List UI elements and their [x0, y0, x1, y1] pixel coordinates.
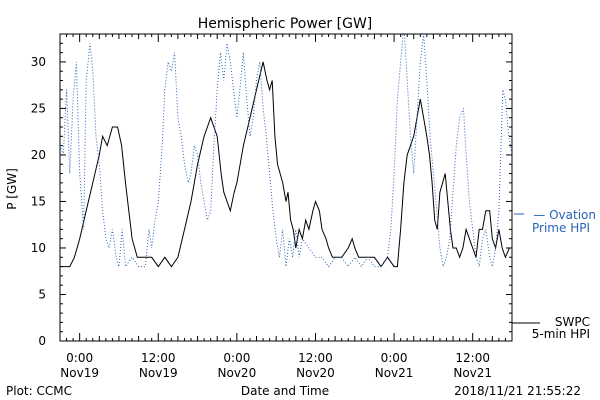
plot-frame	[59, 33, 513, 342]
y-tick-label: 5	[38, 287, 46, 301]
legend-swpc-line1: SWPC	[555, 315, 590, 329]
x-tick-time-label: 12:00	[141, 351, 176, 365]
x-tick-time-label: 0:00	[66, 351, 93, 365]
x-tick-date-label: Nov20	[218, 366, 257, 380]
plot-timestamp: 2018/11/21 21:55:22	[454, 384, 581, 398]
x-tick-time-label: 0:00	[223, 351, 250, 365]
y-tick-label: 30	[31, 55, 46, 69]
x-axis-label: Date and Time	[241, 384, 329, 398]
x-tick-time-label: 12:00	[455, 351, 490, 365]
legend-ovation-line2: Prime HPI	[532, 221, 590, 235]
x-tick-date-label: Nov21	[453, 366, 492, 380]
y-tick-label: 25	[31, 101, 46, 115]
y-tick-label: 15	[31, 194, 46, 208]
x-tick-date-label: Nov21	[375, 366, 414, 380]
x-tick-date-label: Nov19	[60, 366, 99, 380]
y-axis-label: P [GW]	[5, 168, 19, 210]
plot-area: 0510152025300:00Nov1912:00Nov190:00Nov20…	[31, 33, 514, 380]
y-tick-label: 20	[31, 148, 46, 162]
legend: — Ovation Prime HPI SWPC 5-min HPI	[514, 208, 596, 341]
plot-source-label: Plot: CCMC	[6, 384, 72, 398]
legend-ovation-line1: — Ovation	[533, 208, 596, 222]
legend-swpc-line2: 5-min HPI	[532, 327, 590, 341]
y-tick-label: 10	[31, 241, 46, 255]
x-tick-time-label: 12:00	[298, 351, 333, 365]
series-line-ovation-prime-hpi	[60, 34, 512, 269]
x-tick-date-label: Nov20	[296, 366, 335, 380]
y-tick-label: 0	[38, 334, 46, 348]
x-tick-time-label: 0:00	[381, 351, 408, 365]
series-line-swpc-5-min-hpi	[60, 61, 510, 268]
chart-title: Hemispheric Power [GW]	[198, 16, 373, 32]
x-tick-date-label: Nov19	[139, 366, 178, 380]
